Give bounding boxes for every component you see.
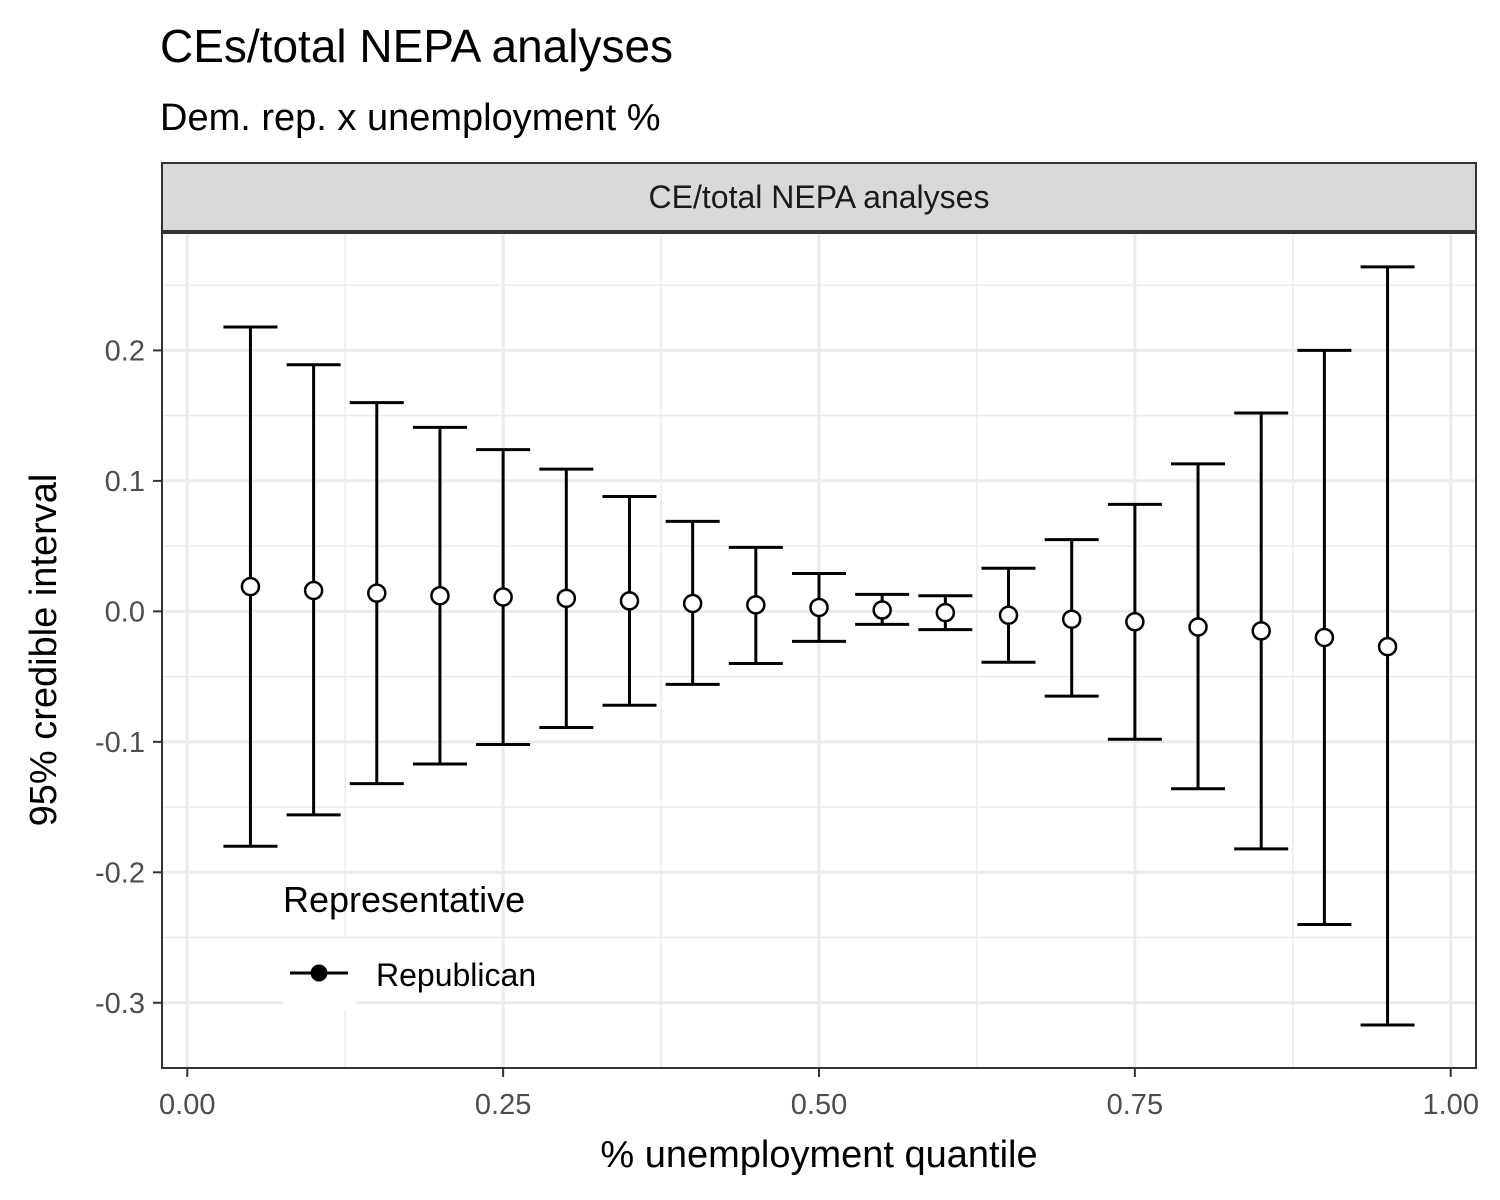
data-point <box>619 591 640 611</box>
legend: Representative Republican <box>283 879 536 1010</box>
data-point <box>1314 627 1335 648</box>
data-point <box>240 576 261 597</box>
x-tick-label: 0.50 <box>791 1089 847 1121</box>
y-tick-label: 0.0 <box>105 596 145 628</box>
data-point <box>998 605 1019 626</box>
x-axis: 0.00 0.25 0.50 0.75 1.00 <box>159 1068 1479 1121</box>
y-axis-title: 95% credible interval <box>23 474 65 827</box>
x-tick-label: 0.25 <box>475 1089 531 1121</box>
legend-title: Representative <box>283 879 525 920</box>
x-tick-label: 0.75 <box>1107 1089 1163 1121</box>
data-point <box>430 585 450 606</box>
data-point <box>935 602 956 623</box>
data-point <box>746 595 766 615</box>
x-tick-label: 0.00 <box>159 1089 215 1121</box>
data-point <box>872 600 892 620</box>
y-tick-label: 0.2 <box>105 335 145 367</box>
legend-key-point <box>310 964 328 982</box>
data-point <box>303 580 324 601</box>
x-tick-label: 1.00 <box>1423 1089 1479 1121</box>
legend-item-republican: Republican <box>376 957 536 993</box>
y-tick-label: -0.3 <box>95 988 145 1020</box>
data-point <box>1125 612 1145 632</box>
data-point <box>556 588 577 609</box>
data-point <box>367 583 387 603</box>
facet-strip <box>161 162 1477 232</box>
data-point <box>1188 617 1208 637</box>
x-axis-title: % unemployment quantile <box>600 1134 1037 1176</box>
chart-subtitle: Dem. rep. x unemployment % <box>160 97 661 139</box>
data-point <box>1061 609 1082 629</box>
y-tick-label: -0.1 <box>95 727 145 759</box>
y-axis: 0.2 0.1 0.0 -0.1 -0.2 -0.3 <box>95 335 162 1020</box>
data-point <box>809 597 829 618</box>
data-point <box>682 593 703 614</box>
data-point <box>1377 636 1398 657</box>
minor-gridlines <box>162 233 1476 1068</box>
y-tick-label: 0.1 <box>105 466 145 498</box>
chart-title: CEs/total NEPA analyses <box>160 20 673 72</box>
data-point <box>1251 621 1271 641</box>
facet-strip-label: CE/total NEPA analyses <box>649 179 990 215</box>
y-tick-label: -0.2 <box>95 857 145 889</box>
data-point <box>493 587 513 607</box>
points <box>240 576 1398 657</box>
